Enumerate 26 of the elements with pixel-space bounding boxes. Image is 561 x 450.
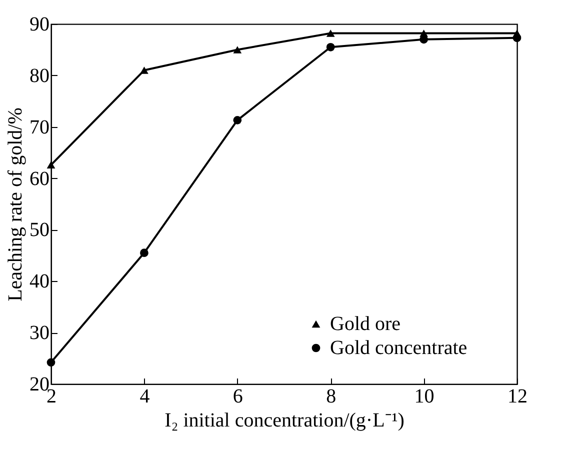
y-axis-title: Leaching rate of gold/%	[4, 108, 26, 302]
y-tick-label: 40	[30, 270, 50, 293]
y-tick-label: 80	[30, 64, 50, 87]
x-tick-label: 12	[508, 386, 528, 408]
y-tick-label: 90	[30, 14, 50, 36]
point	[233, 46, 242, 54]
x-tick-label: 4	[140, 386, 150, 408]
point	[46, 358, 56, 367]
x-tick-label: 10	[414, 386, 434, 408]
point	[233, 116, 242, 124]
y-tick-label: 30	[30, 322, 50, 344]
point	[512, 34, 522, 42]
y-tick-label: 60	[30, 168, 50, 190]
y-tick-label: 50	[30, 219, 50, 242]
x-axis-title: I₂ initial concentration/(g·L⁻¹)	[164, 410, 404, 432]
point	[140, 66, 148, 74]
y-tick-label: 70	[30, 116, 50, 138]
point	[140, 248, 148, 258]
point	[326, 42, 335, 52]
legend-label: Gold concentrate	[330, 337, 468, 359]
point	[46, 161, 56, 169]
x-tick-label: 6	[232, 386, 243, 408]
legend-label: Gold ore	[330, 313, 401, 335]
y-tick-label: 20	[30, 374, 50, 396]
point	[326, 30, 335, 37]
x-tick-label: 8	[326, 386, 336, 408]
